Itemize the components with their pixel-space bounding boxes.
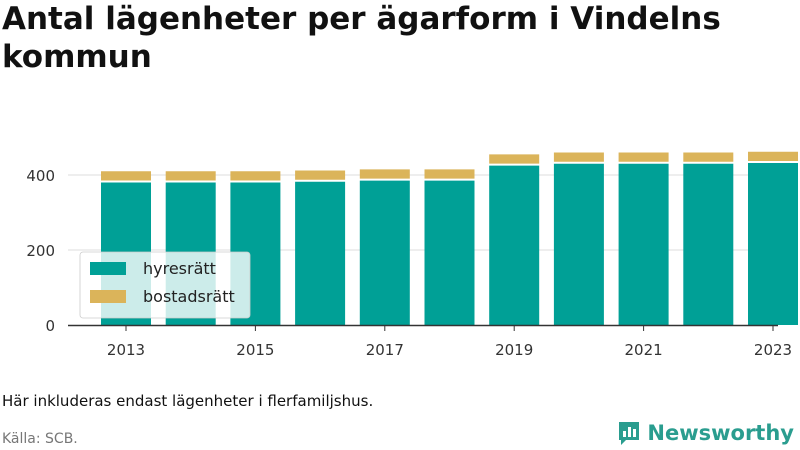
bar-bostadsratt	[359, 169, 410, 179]
bar-bostadsratt	[748, 151, 798, 161]
brand-name: Newsworthy	[647, 421, 794, 445]
legend-swatch	[90, 290, 126, 303]
legend-label: bostadsrätt	[143, 287, 235, 306]
x-tick-label: 2023	[754, 341, 792, 359]
x-tick-label: 2017	[366, 341, 404, 359]
x-tick-label: 2015	[236, 341, 274, 359]
bar-bostadsratt	[101, 171, 151, 181]
bar-bostadsratt	[618, 152, 669, 162]
bar-hyresratt	[748, 163, 798, 325]
x-tick-label: 2013	[107, 341, 145, 359]
legend: hyresrätt bostadsrätt	[79, 251, 251, 319]
bar-hyresratt	[553, 163, 604, 325]
bar-hyresratt	[618, 163, 669, 325]
bar-bostadsratt	[424, 169, 475, 179]
bar-hyresratt	[489, 165, 540, 325]
y-tick-label: 0	[45, 317, 55, 335]
legend-swatch	[90, 262, 126, 275]
chart-title: Antal lägenheter per ägarform i Vindelns…	[2, 1, 721, 75]
y-tick-label: 200	[26, 242, 55, 260]
y-tick-label: 400	[26, 167, 55, 185]
bar-hyresratt	[295, 181, 346, 325]
brand: Newsworthy	[617, 420, 794, 446]
bar-hyresratt	[424, 180, 475, 325]
bar-bostadsratt	[489, 154, 540, 164]
chart-note: Här inkluderas endast lägenheter i flerf…	[2, 392, 374, 410]
x-tick-label: 2019	[495, 341, 533, 359]
bar-hyresratt	[359, 180, 410, 325]
legend-label: hyresrätt	[143, 259, 216, 278]
newsworthy-logo-icon	[619, 422, 640, 445]
bar-bostadsratt	[683, 152, 734, 162]
bar-bostadsratt	[553, 152, 604, 162]
x-tick-label: 2021	[625, 341, 663, 359]
source-text: Källa: SCB.	[2, 431, 78, 447]
bar-bostadsratt	[165, 171, 216, 181]
axes: 0 200 400 2013 2015 2017 2019 2021 2023	[26, 167, 792, 359]
bar-hyresratt	[683, 163, 734, 325]
bar-bostadsratt	[295, 170, 346, 180]
bar-bostadsratt	[230, 171, 281, 181]
